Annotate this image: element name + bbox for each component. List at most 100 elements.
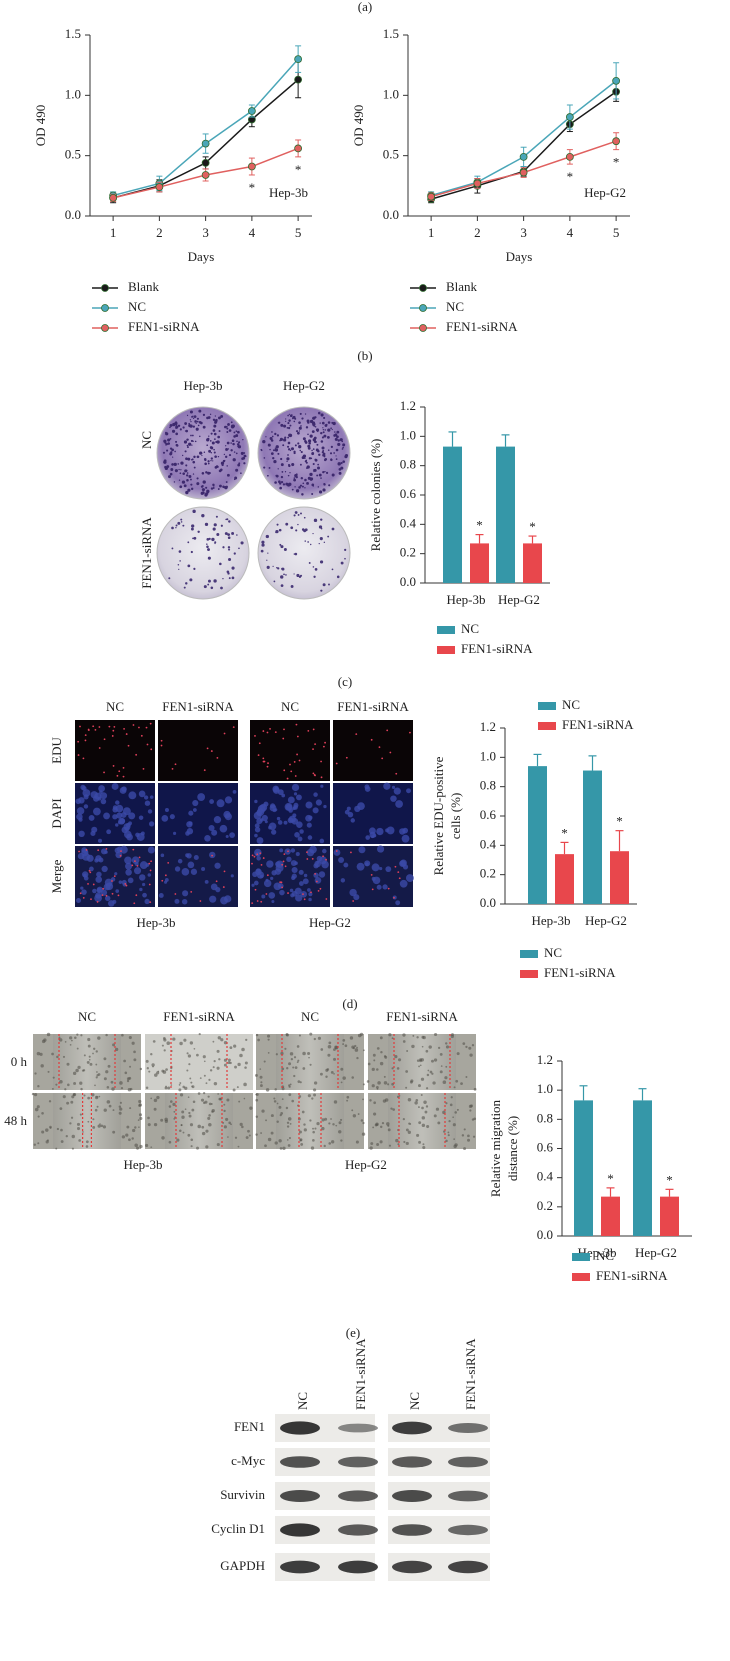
cell [223,1063,227,1067]
cell [335,1124,338,1127]
edu-dot [283,728,285,731]
cell [189,1077,192,1080]
cell [202,1091,206,1095]
edu-dot [103,738,106,741]
cell [452,1123,456,1127]
nucleus [127,877,134,884]
nucleus [263,879,272,888]
cell [303,1123,306,1126]
cell [239,1053,243,1058]
cell [71,1134,75,1139]
cell [418,1065,420,1068]
colony-dot [311,452,314,456]
colony-dot [342,443,346,447]
cell [278,1139,282,1143]
data-point [294,55,303,64]
nucleus [386,826,395,835]
cell [325,1075,328,1079]
row-label: c-Myc [231,1453,265,1468]
cell [313,1081,318,1085]
nucleus [174,898,180,904]
legend-label: NC [596,1248,614,1263]
edu-dot [315,880,318,883]
x-tick-label: Hep-3b [532,913,571,928]
cell [76,1033,79,1036]
y-axis-label: Relative colonies (%) [368,439,383,552]
legend-swatch [520,950,538,958]
colony-dot [186,474,189,476]
cell [103,1057,107,1061]
cell [137,1119,140,1121]
nucleus [144,800,151,806]
colony-dot [275,531,277,534]
cell [422,1143,425,1146]
colony-dot [216,440,219,443]
edu-dot [127,744,130,747]
significance: * [476,518,483,533]
colony-dot [166,449,169,452]
colony-dot [295,489,300,493]
cell [204,1100,208,1104]
migration-image [145,1032,253,1092]
cell [267,1038,270,1041]
cell [391,1067,394,1070]
colony-dot [173,481,176,483]
cell [126,1077,130,1081]
colony-dot [304,528,308,532]
cell [209,1069,213,1072]
edu-dot [262,760,265,763]
nucleus [131,856,140,864]
edu-dot [370,873,373,876]
colony-dot [201,513,205,518]
x-tick-label: Hep-G2 [498,592,540,607]
edu-dot [282,860,285,863]
cell [429,1070,433,1074]
colony-dot [321,421,325,425]
nucleus [350,818,355,823]
colony-dot [322,427,324,429]
cell [187,1054,192,1058]
edu-dot [259,852,262,855]
cell [421,1116,426,1120]
colony-dot [206,545,209,548]
nucleus [253,880,259,886]
colony-dot [243,462,246,465]
cell [154,1073,158,1077]
migration-image [255,1093,366,1150]
cell [255,1093,258,1096]
row-label: DAPI [49,798,64,828]
cell [244,1066,247,1069]
edu-dot [312,728,315,731]
edu-dot [116,774,119,777]
colony-dot [201,488,205,492]
cell [48,1100,52,1103]
nucleus [279,848,284,853]
colony-dot [301,493,304,496]
nucleus [128,791,137,800]
nucleus [261,894,266,899]
group-label: Hep-G2 [345,1157,387,1172]
nucleus [305,814,313,822]
cell [208,1114,211,1117]
migration-image [31,1092,143,1150]
edu-dot [96,901,99,903]
lane-label: FEN1-siRNA [463,1338,478,1410]
blot-band [448,1423,488,1433]
cell [398,1094,401,1097]
nucleus [305,801,313,809]
colony-dot [294,552,298,556]
colony-dot [224,455,228,459]
cell [82,1069,86,1072]
colony-dot [182,454,184,457]
colony-dot [177,521,181,525]
nucleus [145,863,150,867]
cell [284,1047,287,1050]
nucleus [76,807,85,815]
nucleus [103,812,111,820]
cell [326,1068,330,1071]
nucleus [115,889,120,893]
cell [395,1138,399,1143]
colony-dot [337,442,341,447]
colony-dot [287,426,291,430]
